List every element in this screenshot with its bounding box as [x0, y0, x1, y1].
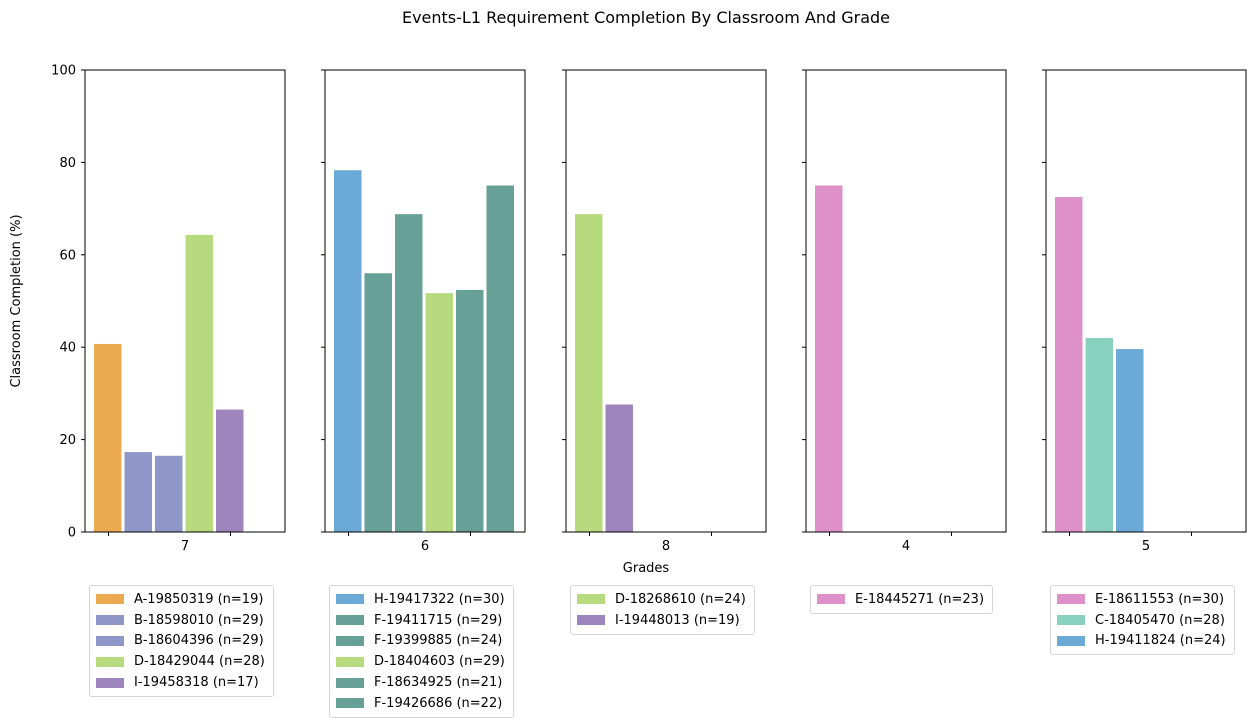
bar	[1085, 337, 1113, 532]
legend-swatch	[336, 615, 364, 626]
x-tick-label: 8	[662, 539, 670, 554]
bar	[486, 185, 514, 532]
panel-grade-8: 8	[562, 69, 767, 554]
legend-label: I-19458318 (n=17)	[134, 675, 259, 691]
bar	[1116, 349, 1144, 532]
legend-grade-7: A-19850319 (n=19) B-18598010 (n=29) B-1860…	[89, 585, 274, 697]
legend-entry: B-18598010 (n=29)	[96, 610, 265, 631]
y-tick-label: 20	[59, 433, 76, 448]
legend-entry: F-18634925 (n=21)	[336, 672, 505, 693]
legend-swatch	[577, 615, 605, 626]
legend-entry: D-18404603 (n=29)	[336, 651, 505, 672]
legend-entry: F-19411715 (n=29)	[336, 610, 505, 631]
bar	[605, 404, 633, 532]
x-tick-label: 4	[902, 539, 910, 554]
legend-label: I-19448013 (n=19)	[615, 612, 740, 628]
bar	[1055, 197, 1083, 533]
legend-grade-5: E-18611553 (n=30) C-18405470 (n=28) H-1941…	[1050, 585, 1235, 656]
bar	[456, 289, 484, 532]
legend-swatch	[1057, 615, 1085, 626]
legend-swatch	[96, 594, 124, 605]
legend-entry: A-19850319 (n=19)	[96, 589, 265, 610]
y-tick-label: 0	[68, 526, 76, 541]
legend-swatch	[817, 594, 845, 605]
legend-label: H-19417322 (n=30)	[374, 591, 505, 607]
panel-frame	[84, 69, 286, 533]
bar	[185, 234, 213, 532]
legend-label: F-18634925 (n=21)	[374, 675, 503, 691]
bar	[334, 170, 362, 532]
legend-label: C-18405470 (n=28)	[1095, 612, 1225, 628]
legend-label: A-19850319 (n=19)	[134, 591, 264, 607]
bar	[815, 185, 843, 532]
bar	[425, 293, 453, 532]
legend-grade-6: H-19417322 (n=30) F-19411715 (n=29) F-1939…	[329, 585, 514, 718]
bar	[575, 214, 603, 533]
legend-entry: H-19417322 (n=30)	[336, 589, 505, 610]
legend-swatch	[336, 677, 364, 688]
bar	[216, 409, 244, 532]
legend-label: B-18598010 (n=29)	[134, 612, 264, 628]
legend-entry: E-18611553 (n=30)	[1057, 589, 1226, 610]
legend-swatch	[336, 698, 364, 709]
panel-grade-5: 5	[1042, 69, 1247, 554]
legend-label: D-18404603 (n=29)	[374, 654, 505, 670]
legend-label: F-19426686 (n=22)	[374, 695, 503, 711]
panel-frame	[805, 69, 1007, 533]
legend-entry: B-18604396 (n=29)	[96, 631, 265, 652]
y-tick-label: 80	[59, 156, 76, 171]
legend-swatch	[336, 594, 364, 605]
legend-entry: E-18445271 (n=23)	[817, 589, 984, 610]
legend-swatch	[336, 656, 364, 667]
legend-label: F-19411715 (n=29)	[374, 612, 503, 628]
panel-frame	[1045, 69, 1247, 533]
legend-swatch	[336, 635, 364, 646]
legend-label: E-18611553 (n=30)	[1095, 591, 1225, 607]
y-tick-label: 40	[59, 341, 76, 356]
bar	[124, 452, 152, 532]
legend-label: F-19399885 (n=24)	[374, 633, 503, 649]
legend-label: H-19411824 (n=24)	[1095, 633, 1226, 649]
legend-entry: D-18429044 (n=28)	[96, 651, 265, 672]
y-tick-label: 60	[59, 248, 76, 263]
legend-swatch	[96, 677, 124, 688]
x-tick-label: 5	[1142, 539, 1150, 554]
legend-label: E-18445271 (n=23)	[855, 591, 985, 607]
legend-entry: F-19426686 (n=22)	[336, 693, 505, 714]
x-tick-label: 6	[421, 539, 429, 554]
legend-entry: C-18405470 (n=28)	[1057, 610, 1226, 631]
legend-swatch	[1057, 635, 1085, 646]
chart-panels: 0 20 40 60 80 100 7 6 8 4 5	[51, 64, 1247, 554]
legend-entry: F-19399885 (n=24)	[336, 631, 505, 652]
x-axis-label: Grades	[623, 561, 670, 576]
legend-label: D-18429044 (n=28)	[134, 654, 265, 670]
legend-entry: I-19448013 (n=19)	[577, 610, 746, 631]
bar	[94, 343, 122, 532]
bar	[395, 214, 423, 533]
legend-swatch	[96, 615, 124, 626]
legend-swatch	[96, 635, 124, 646]
panel-grade-6: 6	[321, 69, 526, 554]
y-axis-label: Classroom Completion (%)	[9, 214, 24, 387]
x-tick-label: 7	[181, 539, 189, 554]
legend-entry: D-18268610 (n=24)	[577, 589, 746, 610]
legend-entry: H-19411824 (n=24)	[1057, 631, 1226, 652]
bar	[155, 455, 183, 532]
panel-grade-7: 0 20 40 60 80 100 7	[51, 64, 286, 554]
legend-swatch	[1057, 594, 1085, 605]
panel-frame	[324, 69, 526, 533]
legend-swatch	[96, 656, 124, 667]
legend-label: D-18268610 (n=24)	[615, 591, 746, 607]
panel-grade-4: 4	[802, 69, 1007, 554]
legend-swatch	[577, 594, 605, 605]
legend-label: B-18604396 (n=29)	[134, 633, 264, 649]
panel-frame	[565, 69, 767, 533]
y-tick-label: 100	[51, 64, 76, 79]
bar	[364, 273, 392, 532]
chart-title: Events-L1 Requirement Completion By Clas…	[402, 8, 890, 27]
legend-grade-4: E-18445271 (n=23)	[810, 585, 994, 614]
legend-grade-8: D-18268610 (n=24) I-19448013 (n=19)	[570, 585, 755, 635]
legend-entry: I-19458318 (n=17)	[96, 672, 265, 693]
